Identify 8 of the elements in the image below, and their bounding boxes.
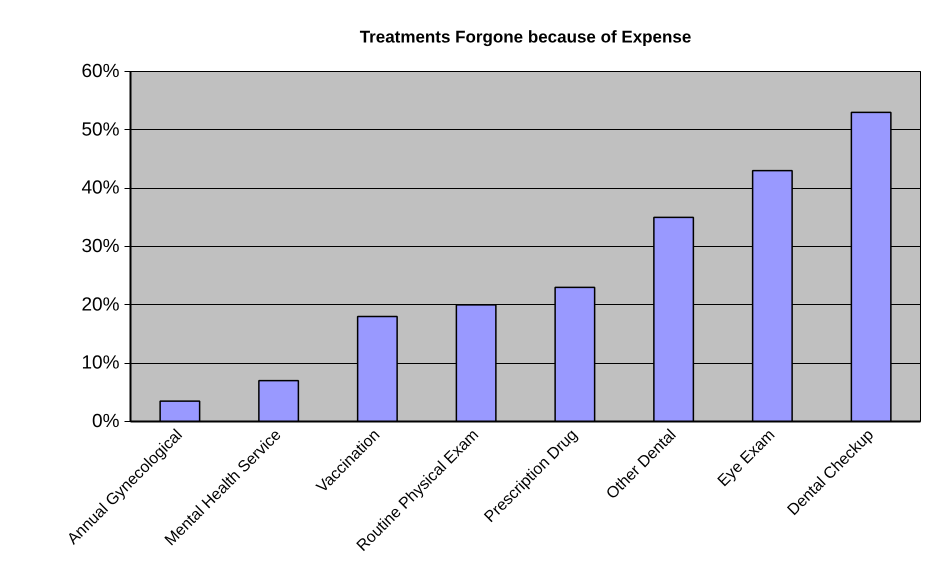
y-tick-label: 0% [92,411,120,432]
y-tick-label: 60% [81,61,120,82]
y-tick-label: 10% [81,352,120,374]
y-tick-label: 20% [81,294,120,316]
y-tick-label: 50% [81,119,120,140]
y-tick-label: 30% [81,236,120,257]
y-tick-label: 40% [81,178,120,199]
chart-title: Treatments Forgone because of Expense [360,28,692,46]
